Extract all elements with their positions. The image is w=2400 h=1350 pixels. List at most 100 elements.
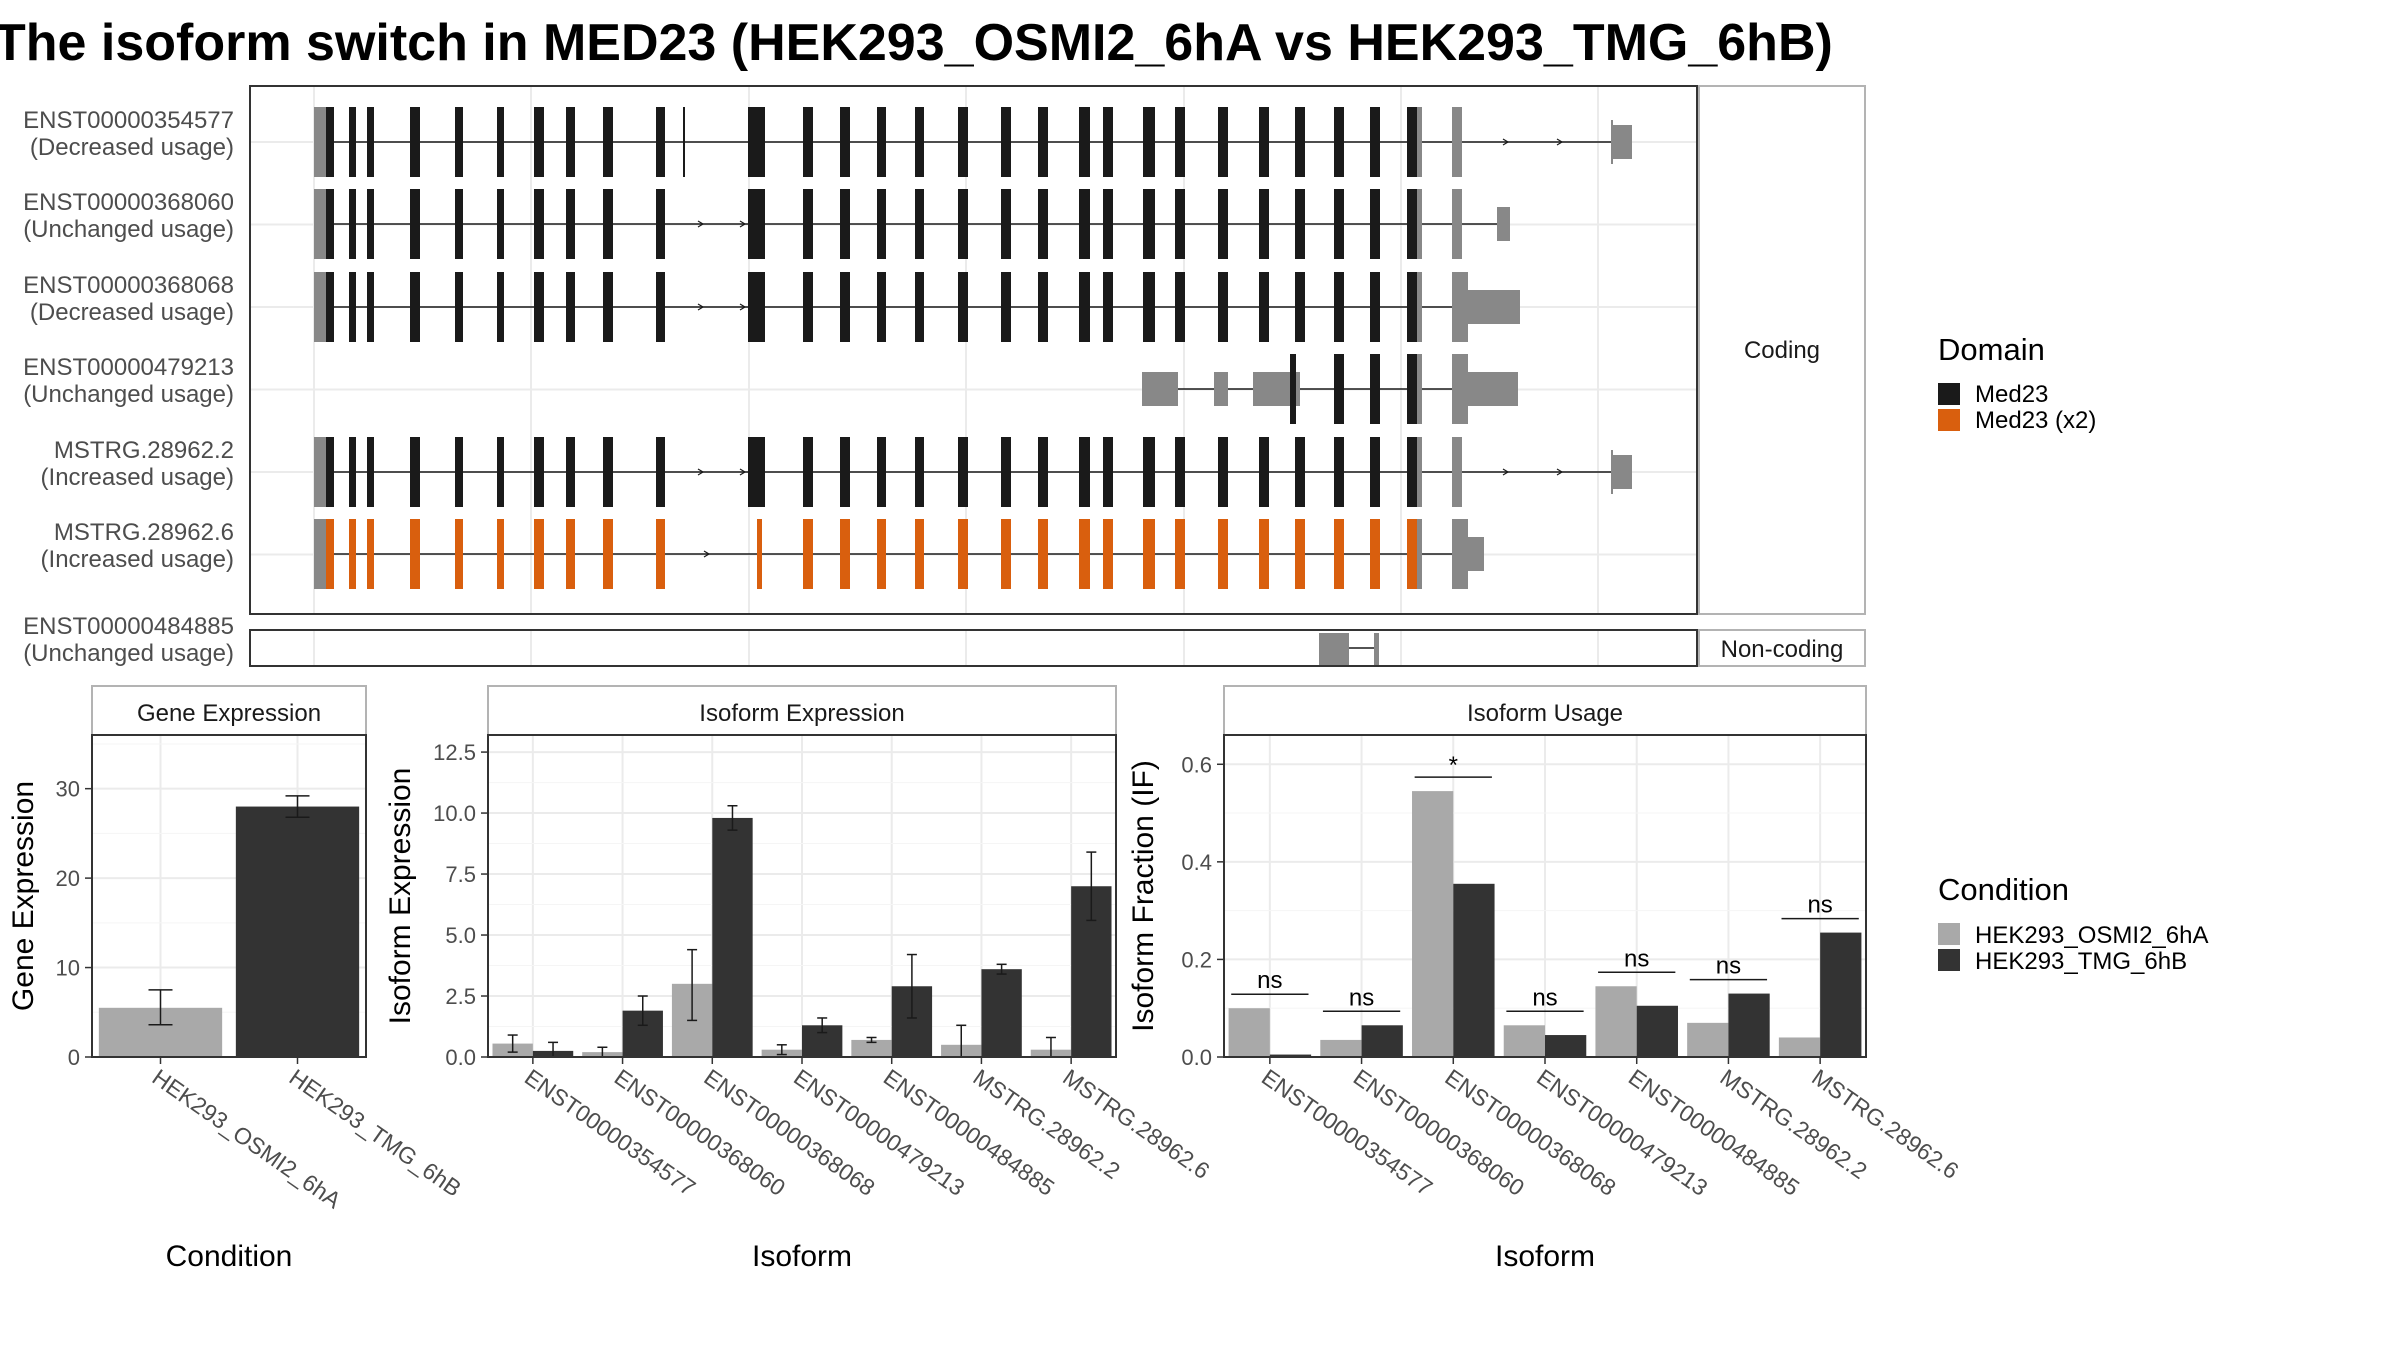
transcript-ENST00000368060	[314, 189, 1510, 259]
coding-exon	[455, 519, 463, 589]
coding-exon	[803, 107, 813, 177]
transcript-MSTRG.28962.2	[314, 437, 1632, 507]
coding-exon	[1079, 519, 1090, 589]
coding-exon	[349, 519, 356, 589]
noncoding-strip	[1698, 629, 1866, 667]
transcript-ENST00000368068	[314, 272, 1520, 342]
utr-exon	[1465, 372, 1518, 406]
coding-exon	[349, 437, 356, 507]
coding-exon	[1334, 272, 1344, 342]
x-axis-title: Isoform	[1495, 1240, 1595, 1273]
x-axis-title: Condition	[166, 1240, 293, 1273]
transcript-ENST00000479213	[1142, 354, 1518, 424]
coding-exon	[958, 107, 968, 177]
coding-exon	[1334, 107, 1344, 177]
utr-exon	[1414, 437, 1422, 507]
utr-exon	[1414, 189, 1422, 259]
coding-exon	[566, 189, 575, 259]
bar	[1820, 932, 1862, 1057]
domain-legend-label: Med23 (x2)	[1975, 407, 2096, 434]
coding-exon	[1001, 272, 1011, 342]
coding-exon	[534, 437, 544, 507]
coding-exon	[1175, 272, 1185, 342]
chart-isoform-expression: Isoform Expression0.02.55.07.510.012.5EN…	[384, 685, 1215, 1273]
transcript-id: ENST00000484885	[23, 613, 234, 640]
coding-exon	[603, 189, 613, 259]
utr-exon	[1142, 372, 1178, 406]
transcript-usage: (Unchanged usage)	[23, 216, 234, 243]
y-tick-label: 7.5	[445, 862, 476, 887]
coding-exon	[497, 189, 504, 259]
significance-label: ns	[1807, 892, 1832, 919]
coding-exon	[1334, 519, 1344, 589]
coding-exon	[1370, 107, 1380, 177]
coding-exon	[326, 107, 334, 177]
condition-legend-key	[1938, 923, 1960, 945]
coding-exon	[803, 519, 813, 589]
coding-exon	[803, 189, 813, 259]
coding-exon	[1038, 519, 1048, 589]
coding-exon	[1407, 437, 1417, 507]
x-axis-title: Isoform	[752, 1240, 852, 1273]
bar	[1503, 1025, 1545, 1057]
coding-exon	[1079, 189, 1090, 259]
coding-exon	[840, 437, 850, 507]
transcript-id: MSTRG.28962.2	[54, 437, 234, 464]
coding-exon	[534, 272, 544, 342]
utr-exon	[1452, 519, 1468, 589]
x-tick-label: MSTRG.28962.6	[1807, 1064, 1963, 1184]
coding-exon	[915, 437, 924, 507]
condition-legend-title: Condition	[1938, 872, 2069, 907]
strand-arrow	[697, 303, 705, 311]
utr-exon	[314, 189, 326, 259]
coding-exon	[1295, 107, 1305, 177]
coding-exon	[1259, 519, 1269, 589]
coding-exon	[840, 519, 850, 589]
chart-title: Gene Expression	[137, 700, 321, 727]
coding-exon	[840, 107, 850, 177]
utr-exon	[314, 107, 326, 177]
coding-exon	[877, 519, 886, 589]
chart-strip	[1223, 685, 1867, 736]
coding-exon	[455, 189, 463, 259]
coding-exon	[1038, 189, 1048, 259]
coding-exon	[566, 107, 575, 177]
transcript-usage: (Unchanged usage)	[23, 381, 234, 408]
coding-exon	[958, 272, 968, 342]
bar-charts: Gene Expression0102030HEK293_OSMI2_6hAHE…	[7, 685, 1964, 1273]
coding-exon	[455, 272, 463, 342]
coding-exon	[1295, 519, 1305, 589]
coding-exon	[1295, 437, 1305, 507]
coding-exon	[1259, 189, 1269, 259]
coding-exon	[1218, 437, 1228, 507]
coding-exon	[603, 107, 613, 177]
coding-strip	[1698, 85, 1866, 615]
coding-exon	[455, 437, 463, 507]
coding-exon	[915, 272, 924, 342]
coding-exon	[1295, 189, 1305, 259]
noncoding-exon	[1319, 633, 1349, 665]
y-tick-label: 10.0	[433, 801, 476, 826]
strand-arrow	[697, 220, 705, 228]
utr-exon	[1612, 455, 1632, 489]
utr-exon	[1452, 107, 1462, 177]
bar	[1412, 791, 1454, 1057]
transcript-ENST00000484885	[1319, 633, 1379, 665]
x-tick-label: ENST00000368060	[1349, 1064, 1529, 1201]
coding-exon	[656, 107, 665, 177]
bar	[981, 969, 1022, 1057]
coding-exon	[1175, 189, 1185, 259]
coding-exon	[1259, 272, 1269, 342]
strand-arrow	[1556, 138, 1564, 146]
utr-exon	[1253, 372, 1290, 406]
coding-exon	[455, 107, 463, 177]
utr-exon	[314, 272, 326, 342]
utr-exon	[314, 437, 326, 507]
y-tick-label: 10	[56, 956, 80, 981]
y-tick-label: 0.2	[1181, 947, 1212, 972]
coding-exon	[349, 189, 356, 259]
coding-exon	[748, 272, 765, 342]
y-tick-label: 12.5	[433, 740, 476, 765]
coding-exon	[566, 519, 575, 589]
coding-exon	[566, 272, 575, 342]
